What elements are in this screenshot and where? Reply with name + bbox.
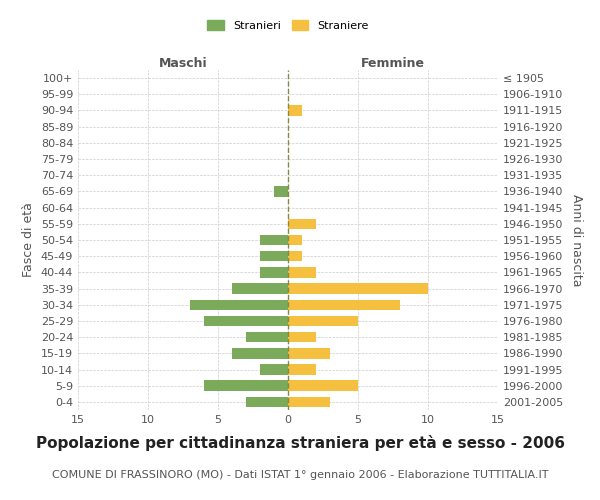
Text: COMUNE DI FRASSINORO (MO) - Dati ISTAT 1° gennaio 2006 - Elaborazione TUTTITALIA: COMUNE DI FRASSINORO (MO) - Dati ISTAT 1… [52,470,548,480]
Bar [274,186,288,196]
Bar [260,267,288,278]
Bar [246,332,288,342]
Bar [246,396,288,407]
Bar [288,218,316,229]
Bar [288,267,316,278]
Text: Popolazione per cittadinanza straniera per età e sesso - 2006: Popolazione per cittadinanza straniera p… [35,435,565,451]
Bar [288,300,400,310]
Bar [232,348,288,358]
Bar [288,234,302,246]
Bar [204,380,288,391]
Bar [288,364,316,375]
Bar [260,234,288,246]
Bar [288,332,316,342]
Y-axis label: Fasce di età: Fasce di età [22,202,35,278]
Bar [288,396,330,407]
Bar [288,251,302,262]
Bar [232,284,288,294]
Bar [260,251,288,262]
Bar [260,364,288,375]
Text: Femmine: Femmine [361,57,425,70]
Bar [288,380,358,391]
Bar [288,105,302,116]
Y-axis label: Anni di nascita: Anni di nascita [570,194,583,286]
Bar [190,300,288,310]
Text: Maschi: Maschi [158,57,208,70]
Legend: Stranieri, Straniere: Stranieri, Straniere [203,16,373,35]
Bar [288,284,428,294]
Bar [288,348,330,358]
Bar [204,316,288,326]
Bar [288,316,358,326]
